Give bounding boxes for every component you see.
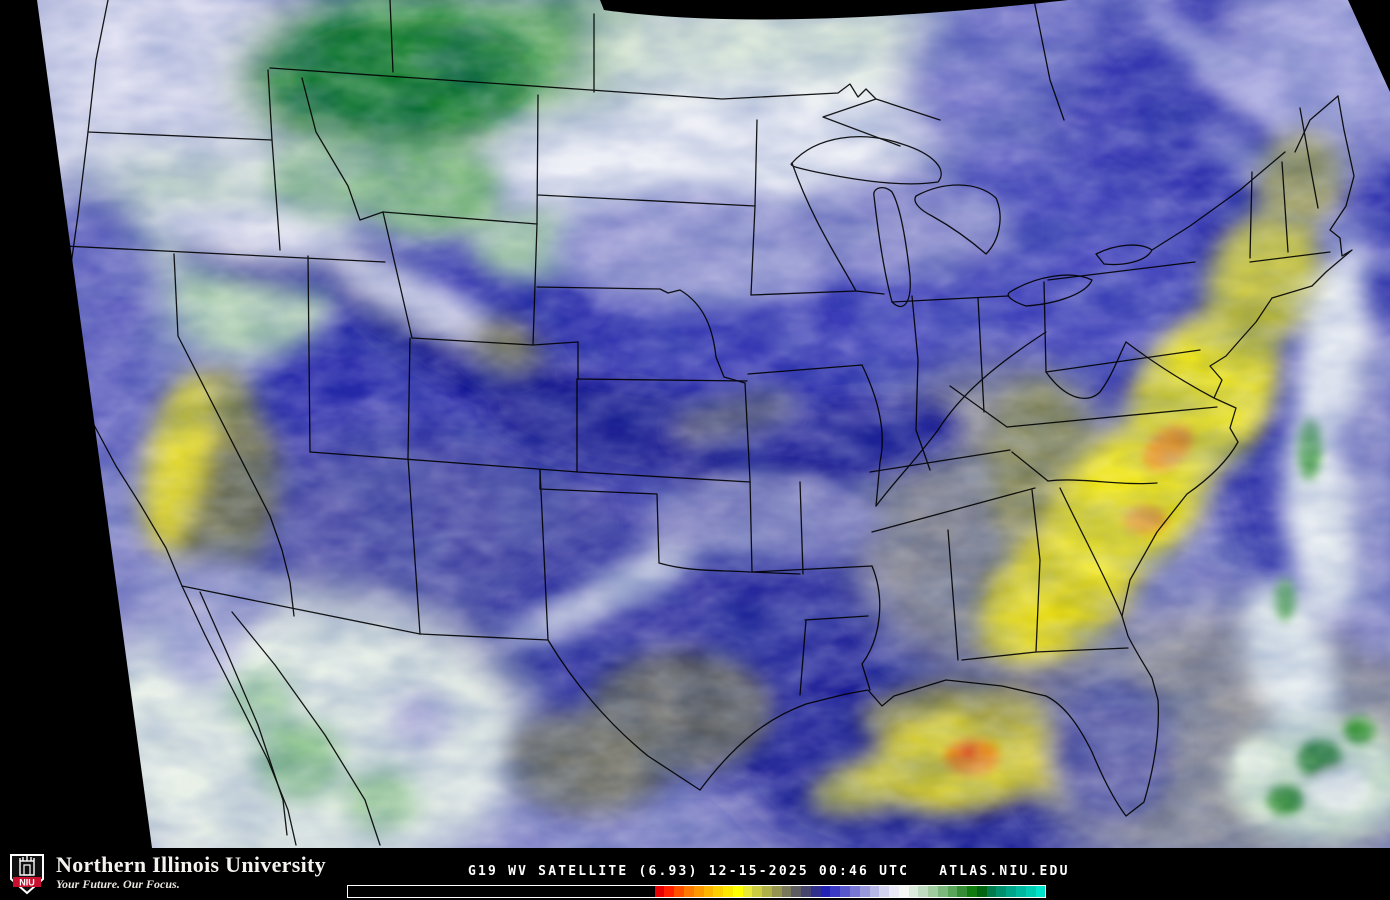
colorbar-segment [781, 886, 792, 897]
projection-frame [0, 0, 1390, 848]
colorbar-segment [830, 886, 841, 897]
us-canada-border [269, 67, 941, 121]
logo-text: NIU [19, 878, 35, 888]
colorbar-segment [986, 886, 997, 897]
colorbar-segment [820, 886, 831, 897]
colorbar-segment [937, 886, 948, 897]
colorbar-segment [664, 886, 675, 897]
colorbar-segment [898, 886, 909, 897]
university-tagline: Your Future. Our Focus. [56, 877, 180, 891]
colorbar-segment [918, 886, 929, 897]
colorbar-segment [879, 886, 890, 897]
colorbar-segment [1006, 886, 1016, 897]
baja-coastline [181, 585, 297, 846]
colorbar-segment [859, 886, 870, 897]
colorbar-segment [996, 886, 1007, 897]
colorbar-segment [1035, 886, 1046, 897]
colorbar-segment [742, 886, 753, 897]
colorbar-segment [683, 886, 694, 897]
colorbar-segment [771, 886, 782, 897]
colorbar-segment [732, 886, 743, 897]
colorbar-segment [976, 886, 987, 897]
colorbar-segment [840, 886, 850, 897]
university-name: Northern Illinois University [56, 852, 326, 877]
colorbar-segment [703, 886, 714, 897]
image-caption: G19 WV SATELLITE (6.93) 12-15-2025 00:46… [468, 864, 1070, 879]
wv-color-scale [347, 885, 1046, 898]
atlantic-coastline [1121, 297, 1273, 617]
niu-brand: NIU Northern Illinois University Your Fu… [8, 853, 326, 895]
colorbar-segment [947, 886, 958, 897]
lake-huron [914, 184, 1001, 255]
colorbar-segment [908, 886, 919, 897]
colorbar-segment [693, 886, 704, 897]
lake-erie [1007, 274, 1093, 307]
footer-bar: NIU Northern Illinois University Your Fu… [0, 848, 1390, 900]
colorbar-segment [674, 886, 684, 897]
colorbar-segment [967, 886, 977, 897]
cloud-texture-dark [0, 0, 1390, 848]
colorbar-segment [889, 886, 899, 897]
colorbar-segment [791, 886, 802, 897]
colorbar-segment [957, 886, 968, 897]
colorbar-segment [810, 886, 821, 897]
colorbar-segment [869, 886, 880, 897]
florida-coastline [1045, 615, 1160, 817]
colorbar-segment [723, 886, 733, 897]
lake-ontario [1095, 244, 1153, 266]
colorbar-segment [928, 886, 938, 897]
lake-michigan [873, 186, 911, 308]
colorbar-segment [849, 886, 860, 897]
gulf-coastline [699, 679, 1047, 791]
colorbar-segment [762, 886, 772, 897]
niu-shield-logo: NIU [10, 854, 44, 895]
lake-superior [790, 136, 942, 185]
colorbar-segment [654, 886, 665, 897]
colorbar-segment [1016, 886, 1026, 897]
us-mexico-border [181, 585, 421, 635]
colorbar-segment [713, 886, 724, 897]
colorbar-segment [1025, 886, 1036, 897]
colorbar-segment [801, 886, 811, 897]
colorbar-segment [752, 886, 763, 897]
rio-grande [547, 639, 701, 791]
colorbar-lead-segment [348, 886, 655, 897]
